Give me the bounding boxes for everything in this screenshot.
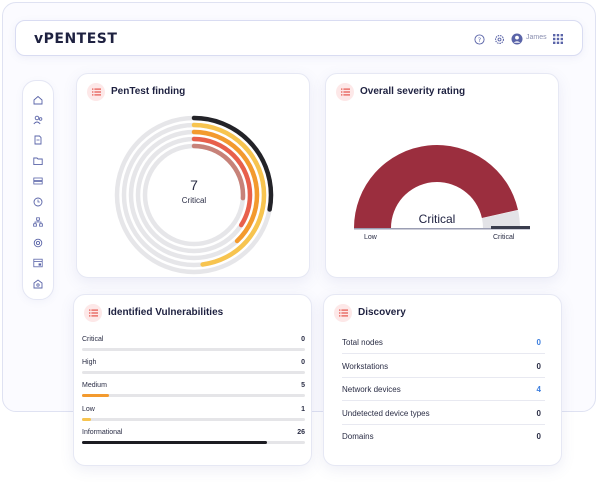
user-avatar-icon[interactable] [510,32,524,46]
vuln-row-informational: Informational 26 [82,429,305,451]
vuln-count: 26 [297,429,305,436]
vuln-bar-fill [82,441,268,444]
vulnerabilities-card: Identified Vulnerabilities Critical 0 Hi… [73,294,312,466]
ring-arc [142,143,246,247]
ring-arc [128,129,260,261]
help-icon[interactable]: ? [472,32,486,46]
discovery-row-total-nodes[interactable]: Total nodes 0 [342,331,545,354]
discovery-label: Undetected device types [342,409,430,418]
discovery-label: Network devices [342,385,401,394]
top-header: vPENTEST ? James [15,20,583,56]
vuln-row-low: Low 1 [82,406,305,428]
discovery-label: Total nodes [342,338,383,347]
vuln-bar-track [82,418,305,421]
report-icon[interactable] [31,256,45,270]
folder-icon[interactable] [31,154,45,168]
vuln-row-medium: Medium 5 [82,382,305,404]
vuln-bar-track [82,441,305,444]
discovery-row-undetected-devices[interactable]: Undetected device types 0 [342,402,545,425]
discovery-value[interactable]: 0 [536,432,541,441]
ring-arc [135,136,253,254]
server-icon[interactable] [31,174,45,188]
discovery-row-network-devices[interactable]: Network devices 4 [342,378,545,401]
vuln-label: Informational [82,429,123,436]
list-icon [336,83,354,101]
vuln-bar-fill [82,418,91,421]
gauge-end-marker [491,226,530,229]
gauge-baseline [354,228,530,230]
vuln-row-critical: Critical 0 [82,336,305,358]
vuln-bar-fill [82,394,109,397]
severity-rating-value: Critical [418,212,456,226]
pentest-radial-chart [114,115,274,275]
vault-icon[interactable] [31,277,45,291]
vuln-label: Low [82,406,95,413]
ring-arc [114,115,274,275]
ring-arc [121,122,267,268]
network-icon[interactable] [31,215,45,229]
vulnerabilities-title: Identified Vulnerabilities [108,307,224,318]
discovery-title: Discovery [358,307,406,318]
severity-title: Overall severity rating [360,86,466,97]
clock-icon[interactable] [31,195,45,209]
discovery-value[interactable]: 0 [536,362,541,371]
apps-grid-icon[interactable] [551,32,565,46]
document-icon[interactable] [31,133,45,147]
finding-label: Critical [181,196,207,205]
vuln-count: 5 [301,382,305,389]
users-icon[interactable] [31,113,45,127]
svg-text:?: ? [477,35,480,43]
gauge-critical-label: Critical [493,234,515,241]
discovery-value[interactable]: 0 [536,338,541,347]
vuln-row-high: High 0 [82,359,305,381]
list-icon [87,83,105,101]
vuln-bar-track [82,371,305,374]
gauge-low-label: Low [364,234,377,241]
discovery-value[interactable]: 0 [536,409,541,418]
severity-rating-card: Overall severity rating Critical Low Cri… [325,73,559,278]
discovery-row-workstations[interactable]: Workstations 0 [342,355,545,378]
discovery-value[interactable]: 4 [536,385,541,394]
vuln-label: Medium [82,382,107,389]
discovery-row-domains[interactable]: Domains 0 [342,425,545,448]
severity-gauge [354,144,530,230]
discovery-card: Discovery Total nodes 0 Workstations 0 N… [323,294,562,466]
user-name[interactable]: James [526,34,547,41]
vuln-label: Critical [82,336,104,343]
home-icon[interactable] [31,93,45,107]
vuln-bar-track [82,394,305,397]
settings-icon[interactable] [492,32,506,46]
brand-logo[interactable]: vPENTEST [34,31,118,47]
vuln-count: 1 [301,406,305,413]
gauge-fill [354,144,519,228]
discovery-label: Workstations [342,362,389,371]
pentest-title: PenTest finding [111,86,186,97]
finding-count: 7 [190,177,198,193]
list-icon [334,304,352,322]
vuln-bar-track [82,348,305,351]
sidebar [22,80,54,300]
vuln-label: High [82,359,97,366]
shield-icon[interactable] [31,236,45,250]
pentest-finding-card: PenTest finding 7 Critical [76,73,310,278]
gauge-track [481,210,520,228]
discovery-label: Domains [342,432,374,441]
vuln-count: 0 [301,359,305,366]
list-icon [84,304,102,322]
vuln-count: 0 [301,336,305,343]
